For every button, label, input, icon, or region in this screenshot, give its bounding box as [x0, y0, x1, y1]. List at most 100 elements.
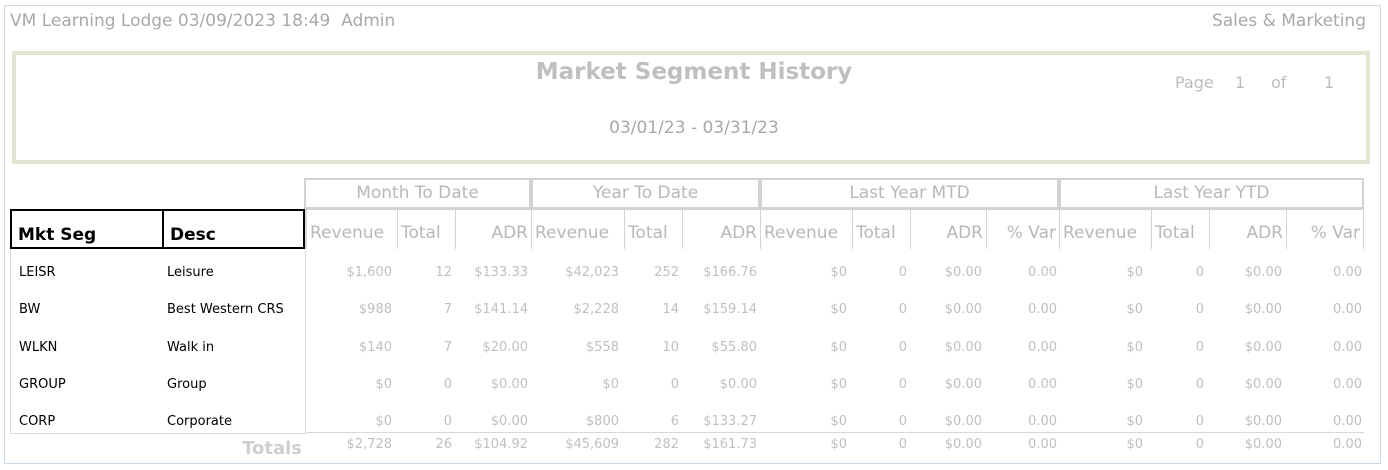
system-info: VM Learning Lodge 03/09/2023 18:49 Admin	[10, 11, 396, 31]
lymtd-total: 0	[898, 377, 907, 392]
lyytd-pct-var: 0.00	[1333, 414, 1362, 429]
totals-divider	[306, 432, 1364, 433]
ytd-adr: $166.76	[703, 265, 757, 280]
total-mtd-revenue: $2,728	[346, 437, 393, 452]
col-header-adr: ADR	[455, 209, 531, 249]
desc-header: Desc	[162, 209, 305, 249]
mtd-total: 7	[443, 340, 452, 355]
report-frame	[4, 5, 1381, 464]
col-header-total: Total	[397, 209, 455, 249]
ytd-adr: $133.27	[703, 414, 757, 429]
mtd-total: 0	[443, 377, 452, 392]
mtd-total: 7	[443, 302, 452, 317]
group-header-ly-ytd: Last Year YTD	[1059, 178, 1364, 209]
lyytd-adr: $0.00	[1244, 302, 1282, 317]
lymtd-revenue: $0	[830, 340, 847, 355]
col-header-adr: ADR	[682, 209, 760, 249]
mtd-revenue: $140	[358, 340, 392, 355]
page-total: 1	[1324, 73, 1335, 92]
lymtd-revenue: $0	[830, 414, 847, 429]
mtd-revenue: $1,600	[346, 265, 393, 280]
ytd-adr: $159.14	[703, 302, 757, 317]
mtd-revenue: $988	[358, 302, 392, 317]
mtd-adr: $0.00	[490, 377, 528, 392]
mkt-seg-code: BW	[19, 302, 41, 317]
ytd-revenue: $558	[585, 340, 619, 355]
page-label: Page	[1175, 73, 1214, 92]
mtd-adr: $141.14	[474, 302, 528, 317]
ytd-total: 6	[670, 414, 679, 429]
segment-desc: Corporate	[167, 414, 232, 429]
lymtd-pct-var: 0.00	[1028, 302, 1057, 317]
lyytd-total: 0	[1195, 414, 1204, 429]
col-header-revenue: Revenue	[760, 209, 852, 249]
total-lymtd-total: 0	[898, 437, 907, 452]
lyytd-pct-var: 0.00	[1333, 265, 1362, 280]
group-header-mtd: Month To Date	[304, 178, 531, 209]
total-mtd-total: 26	[435, 437, 452, 452]
group-header-ytd: Year To Date	[531, 178, 760, 209]
report-title-box	[12, 51, 1370, 164]
total-lyytd-pct-var: 0.00	[1333, 437, 1362, 452]
total-lyytd-adr: $0.00	[1244, 437, 1282, 452]
col-header-total: Total	[852, 209, 910, 249]
col-header-revenue: Revenue	[1059, 209, 1151, 249]
segment-desc: Walk in	[167, 340, 215, 355]
lymtd-pct-var: 0.00	[1028, 414, 1057, 429]
lyytd-total: 0	[1195, 302, 1204, 317]
lymtd-pct-var: 0.00	[1028, 265, 1057, 280]
lymtd-adr: $0.00	[944, 414, 982, 429]
department-label: Sales & Marketing	[1211, 11, 1366, 31]
mtd-adr: $0.00	[490, 414, 528, 429]
lymtd-pct-var: 0.00	[1028, 340, 1057, 355]
ytd-revenue: $42,023	[565, 265, 619, 280]
ytd-revenue: $800	[585, 414, 619, 429]
lyytd-adr: $0.00	[1244, 340, 1282, 355]
lyytd-total: 0	[1195, 265, 1204, 280]
segment-desc: Best Western CRS	[167, 302, 284, 317]
lyytd-pct-var: 0.00	[1333, 377, 1362, 392]
total-ytd-revenue: $45,609	[565, 437, 619, 452]
lymtd-revenue: $0	[830, 377, 847, 392]
ytd-total: 252	[654, 265, 679, 280]
segment-column-panel	[10, 209, 306, 434]
lyytd-revenue: $0	[1126, 414, 1143, 429]
total-ytd-total: 282	[654, 437, 679, 452]
total-lymtd-revenue: $0	[830, 437, 847, 452]
mkt-seg-code: LEISR	[19, 265, 56, 280]
mkt-seg-header: Mkt Seg	[10, 209, 164, 249]
total-lyytd-total: 0	[1195, 437, 1204, 452]
mtd-total: 0	[443, 414, 452, 429]
col-header-pct-var: % Var	[986, 209, 1059, 249]
ytd-total: 0	[670, 377, 679, 392]
lyytd-revenue: $0	[1126, 340, 1143, 355]
ytd-adr: $55.80	[711, 340, 758, 355]
total-lyytd-revenue: $0	[1126, 437, 1143, 452]
lyytd-adr: $0.00	[1244, 265, 1282, 280]
lymtd-total: 0	[898, 414, 907, 429]
total-mtd-adr: $104.92	[474, 437, 528, 452]
lymtd-total: 0	[898, 265, 907, 280]
col-header-adr: ADR	[910, 209, 986, 249]
lymtd-total: 0	[898, 340, 907, 355]
mkt-seg-code: CORP	[19, 414, 56, 429]
mkt-seg-code: GROUP	[19, 377, 66, 392]
lyytd-adr: $0.00	[1244, 377, 1282, 392]
lyytd-pct-var: 0.00	[1333, 302, 1362, 317]
ytd-total: 14	[662, 302, 679, 317]
lyytd-total: 0	[1195, 340, 1204, 355]
lyytd-revenue: $0	[1126, 302, 1143, 317]
col-header-revenue: Revenue	[531, 209, 624, 249]
lyytd-total: 0	[1195, 377, 1204, 392]
lymtd-adr: $0.00	[944, 377, 982, 392]
total-lymtd-pct-var: 0.00	[1028, 437, 1057, 452]
lymtd-revenue: $0	[830, 265, 847, 280]
lymtd-revenue: $0	[830, 302, 847, 317]
mtd-total: 12	[435, 265, 452, 280]
mtd-revenue: $0	[375, 377, 392, 392]
date-range: 03/01/23 - 03/31/23	[609, 118, 779, 138]
lyytd-pct-var: 0.00	[1333, 340, 1362, 355]
totals-label: Totals	[242, 438, 302, 459]
of-label: of	[1271, 73, 1287, 92]
segment-desc: Leisure	[167, 265, 214, 280]
